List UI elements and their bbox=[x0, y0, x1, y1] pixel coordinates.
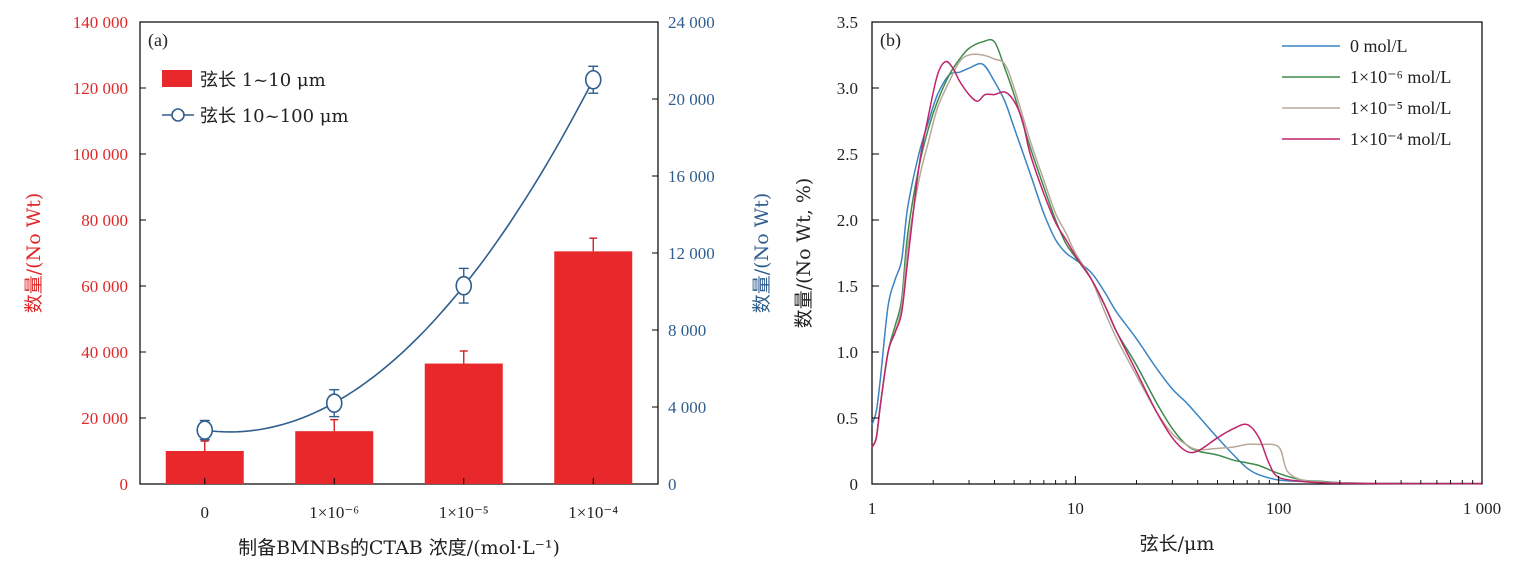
data-point bbox=[325, 393, 343, 413]
bar bbox=[554, 251, 633, 484]
chart-b-x-axis-title: 弦长/μm bbox=[1140, 533, 1215, 555]
y-tick-label: 100 000 bbox=[73, 145, 128, 164]
y-tick-label: 40 000 bbox=[81, 343, 128, 362]
y-tick-label: 1.5 bbox=[837, 277, 858, 296]
chart-a-y-axis-title: 数量/(No Wt) bbox=[23, 193, 45, 314]
y-tick-label: 0 bbox=[120, 475, 129, 494]
chart-b-series-lines bbox=[871, 38, 1482, 485]
legend-label: 1×10⁻⁶ mol/L bbox=[1350, 67, 1451, 87]
data-point bbox=[196, 420, 214, 440]
chart-b-y-axis-title: 数量/(No Wt, %) bbox=[793, 178, 815, 329]
y-tick-label: 3.5 bbox=[837, 13, 858, 32]
chart-a-x-axis-title: 制备BMNBs的CTAB 浓度/(mol·L⁻¹) bbox=[238, 537, 560, 559]
chart-a-legend: 弦长 1~10 μm 弦长 10~100 μm bbox=[162, 70, 349, 127]
bar bbox=[424, 363, 503, 484]
legend-line-marker bbox=[171, 108, 185, 122]
legend-bar-label: 弦长 1~10 μm bbox=[200, 70, 326, 91]
x-tick-label: 1×10⁻⁵ bbox=[439, 503, 489, 522]
y-tick-label: 80 000 bbox=[81, 211, 128, 230]
series-line bbox=[871, 38, 1482, 485]
x-tick-label: 1 bbox=[868, 499, 877, 518]
y-tick-label: 140 000 bbox=[73, 13, 128, 32]
legend-label: 1×10⁻⁵ mol/L bbox=[1350, 98, 1451, 118]
y2-tick-label: 16 000 bbox=[668, 167, 715, 186]
x-tick-label: 1 000 bbox=[1463, 499, 1501, 518]
y2-tick-label: 20 000 bbox=[668, 90, 715, 109]
chart-a-line-series bbox=[196, 65, 602, 441]
bar bbox=[295, 431, 374, 484]
data-point bbox=[455, 275, 473, 296]
y-tick-label: 120 000 bbox=[73, 79, 128, 98]
series-line bbox=[871, 53, 1482, 485]
x-tick-label: 100 bbox=[1266, 499, 1292, 518]
y-tick-label: 0 bbox=[850, 475, 859, 494]
chart-a: 0 20 000 40 000 60 000 80 000 100 000 120 000 1… bbox=[23, 13, 773, 559]
y-tick-label: 1.0 bbox=[837, 343, 858, 362]
chart-a-panel-label: (a) bbox=[148, 30, 168, 51]
chart-b-legend: 0 mol/L 1×10⁻⁶ mol/L 1×10⁻⁵ mol/L 1×10⁻⁴ mo… bbox=[1282, 36, 1451, 149]
y-tick-label: 2.0 bbox=[837, 211, 858, 230]
chart-a-y2-axis-title: 数量/(No Wt) bbox=[751, 193, 773, 314]
y-tick-label: 20 000 bbox=[81, 409, 128, 428]
y2-tick-label: 4 000 bbox=[668, 398, 706, 417]
chart-a-ticks: 0 20 000 40 000 60 000 80 000 100 000 120 000 1… bbox=[73, 13, 715, 522]
legend-label: 0 mol/L bbox=[1350, 36, 1408, 56]
legend-label: 1×10⁻⁴ mol/L bbox=[1350, 129, 1451, 149]
y-tick-label: 3.0 bbox=[837, 79, 858, 98]
chart-b-ticks: 0 0.5 1.0 1.5 2.0 2.5 3.0 3.5 1 10 100 1 000 bbox=[837, 13, 1501, 518]
chart-b: 0 0.5 1.0 1.5 2.0 2.5 3.0 3.5 1 10 100 1 000 (b) 0 … bbox=[793, 13, 1501, 555]
x-tick-label: 1×10⁻⁶ bbox=[309, 503, 359, 522]
x-tick-label: 10 bbox=[1067, 499, 1084, 518]
y2-tick-label: 24 000 bbox=[668, 13, 715, 32]
line-path bbox=[204, 79, 595, 433]
chart-b-plot-frame bbox=[871, 21, 1483, 485]
y-tick-label: 2.5 bbox=[837, 145, 858, 164]
x-tick-label: 0 bbox=[201, 503, 210, 522]
x-tick-label: 1×10⁻⁴ bbox=[568, 503, 618, 522]
chart-b-panel-label: (b) bbox=[880, 30, 901, 51]
series-line bbox=[871, 60, 1482, 485]
data-point bbox=[584, 69, 602, 90]
legend-bar-swatch bbox=[162, 70, 192, 87]
y2-tick-label: 0 bbox=[668, 475, 677, 494]
legend-line-label: 弦长 10~100 μm bbox=[200, 106, 349, 127]
series-line bbox=[871, 62, 1482, 485]
y-tick-label: 60 000 bbox=[81, 277, 128, 296]
y-tick-label: 0.5 bbox=[837, 409, 858, 428]
y2-tick-label: 12 000 bbox=[668, 244, 715, 263]
chart-a-bars bbox=[165, 237, 633, 484]
y2-tick-label: 8 000 bbox=[668, 321, 706, 340]
